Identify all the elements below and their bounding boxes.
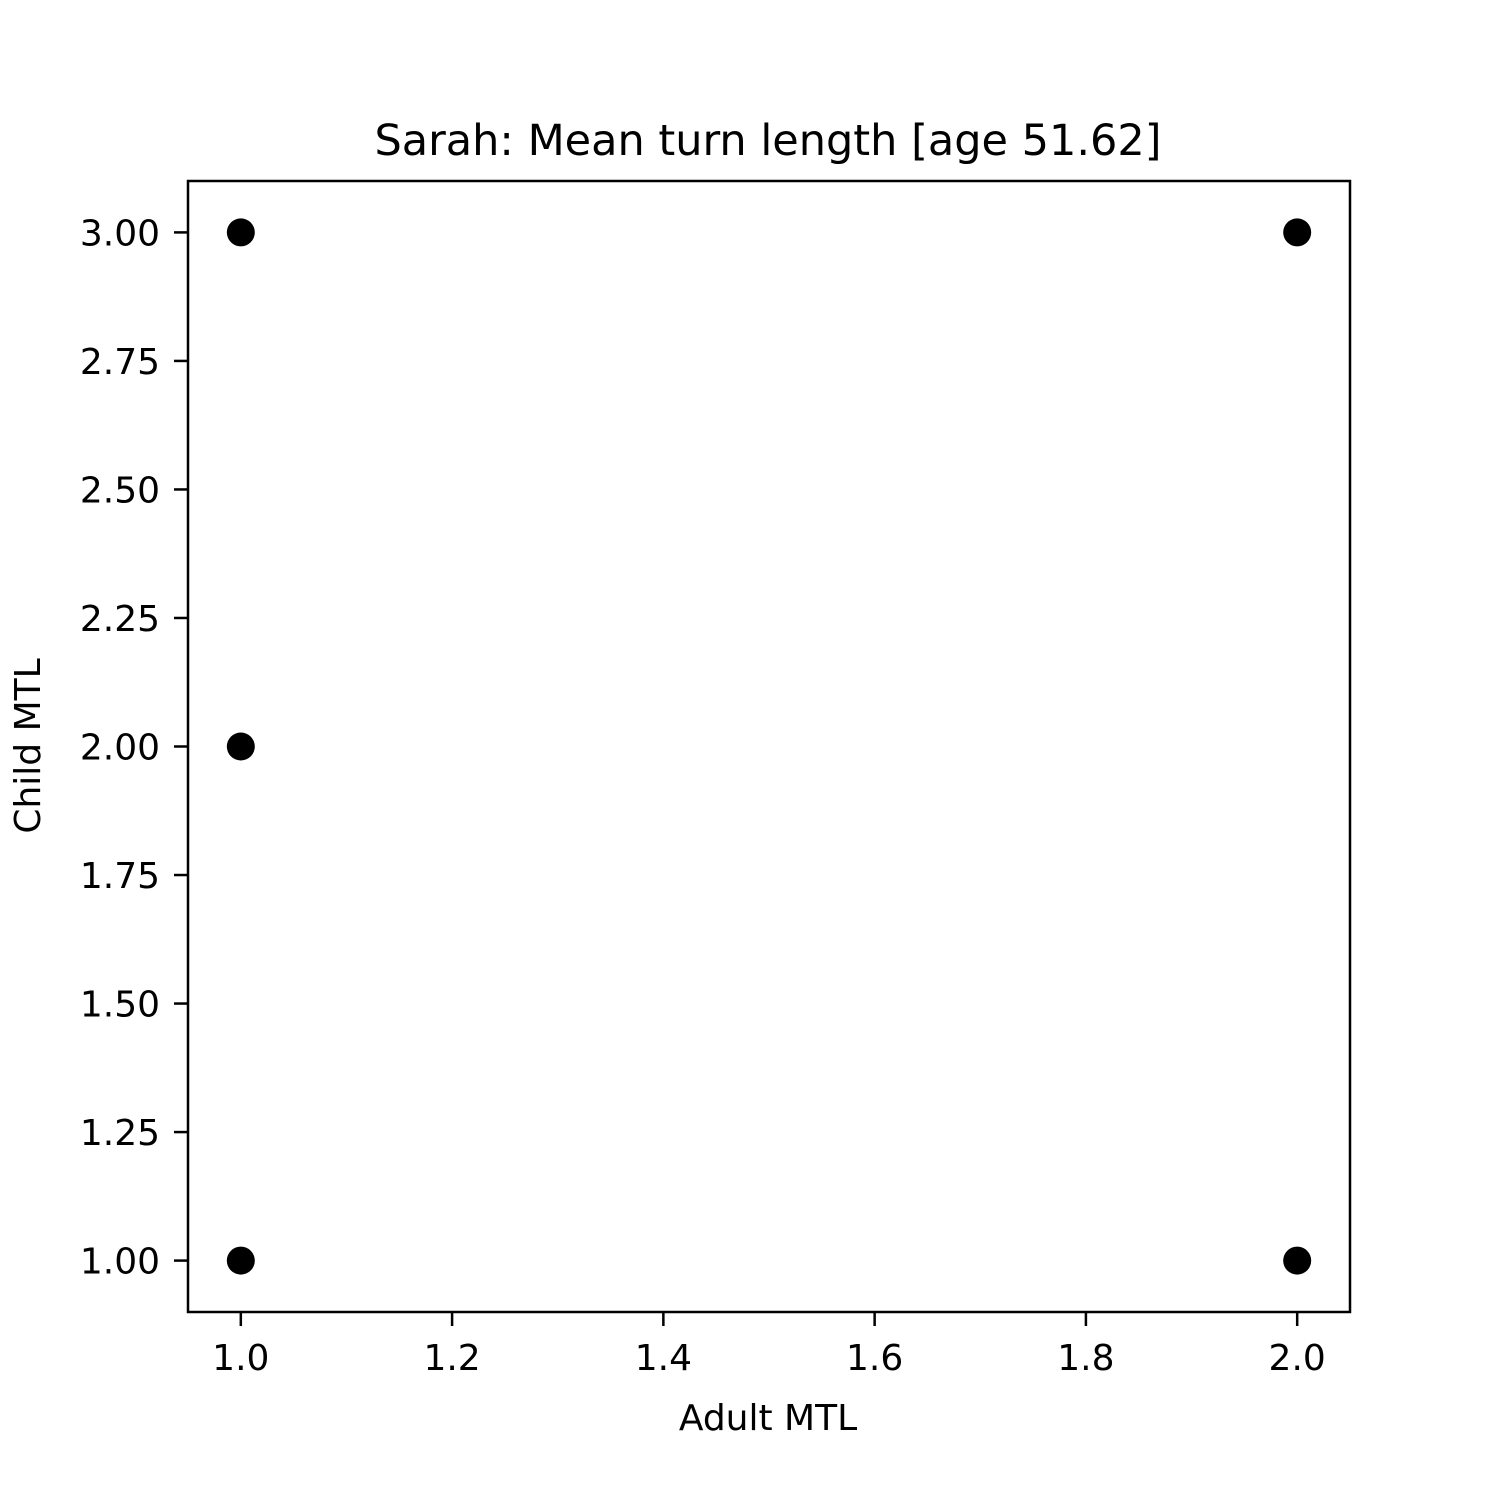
scatter-point xyxy=(226,732,255,761)
y-tick-label: 2.50 xyxy=(80,470,160,511)
scatter-point xyxy=(226,218,255,247)
scatter-point xyxy=(1283,1246,1312,1275)
y-tick-label: 1.00 xyxy=(80,1242,160,1283)
y-axis-ticks: 1.00 1.25 1.50 1.75 2.00 2.25 2.50 2.75 3.00 xyxy=(80,213,188,1283)
x-axis-label: Adult MTL xyxy=(679,1398,857,1439)
scatter-point xyxy=(1283,218,1312,247)
data-points xyxy=(226,218,1312,1275)
chart-title: Sarah: Mean turn length [age 51.62] xyxy=(374,116,1161,166)
x-tick-label: 1.8 xyxy=(1057,1338,1114,1379)
x-tick-label: 2.0 xyxy=(1269,1338,1326,1379)
y-tick-label: 2.00 xyxy=(80,728,160,769)
x-tick-label: 1.2 xyxy=(423,1338,480,1379)
y-axis-label: Child MTL xyxy=(8,658,49,833)
y-tick-label: 1.50 xyxy=(80,985,160,1026)
y-tick-label: 3.00 xyxy=(80,213,160,254)
y-tick-label: 1.25 xyxy=(80,1113,160,1154)
y-tick-label: 1.75 xyxy=(80,856,160,897)
x-tick-label: 1.6 xyxy=(846,1338,903,1379)
x-tick-label: 1.4 xyxy=(635,1338,692,1379)
x-tick-label: 1.0 xyxy=(212,1338,269,1379)
y-tick-label: 2.25 xyxy=(80,599,160,640)
y-tick-label: 2.75 xyxy=(80,342,160,383)
x-axis-ticks: 1.0 1.2 1.4 1.6 1.8 2.0 xyxy=(212,1312,1326,1379)
plot-area-frame xyxy=(186,179,1352,1314)
scatter-point xyxy=(226,1246,255,1275)
